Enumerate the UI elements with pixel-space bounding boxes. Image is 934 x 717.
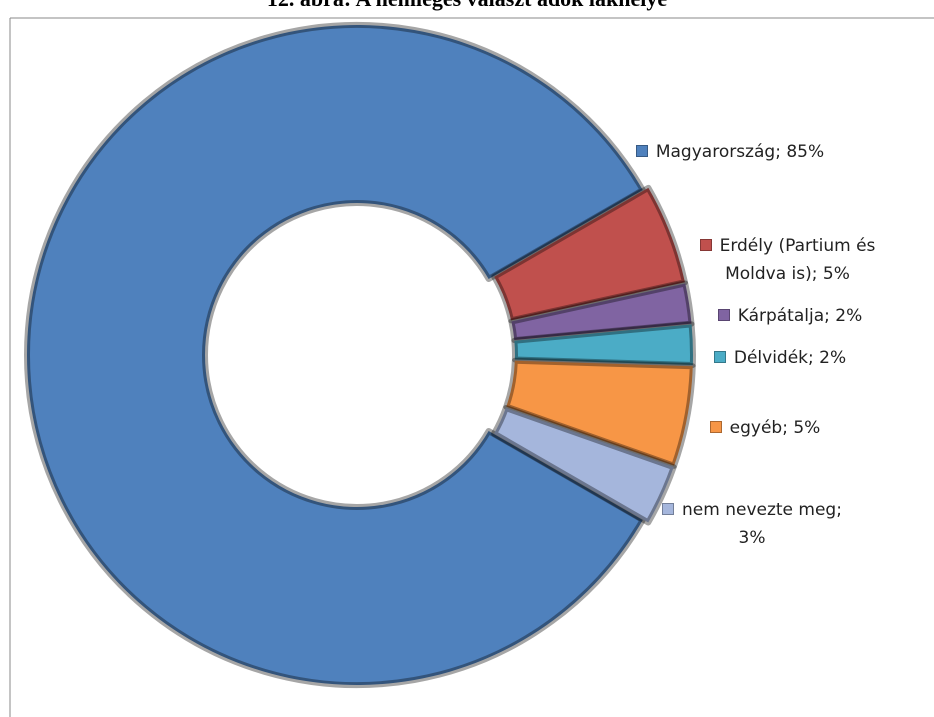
legend-marker <box>713 351 726 363</box>
label-value: 2% <box>835 306 863 326</box>
label-name: Erdély (Partium és Moldva is) <box>719 236 876 284</box>
label-name: Magyarország <box>655 142 776 162</box>
donut-slice <box>24 22 646 688</box>
legend-marker <box>635 145 648 157</box>
data-label: nem nevezte meg; 3% <box>662 496 842 552</box>
donut-slice <box>503 357 696 469</box>
legend-marker <box>709 421 722 433</box>
donut-slice <box>491 184 688 324</box>
label-value: 2% <box>819 348 847 368</box>
data-label: Kárpátalja; 2% <box>695 302 885 330</box>
label-name: Kárpátalja <box>737 306 825 326</box>
data-label: Magyarország; 85% <box>625 138 835 166</box>
donut-slice <box>511 321 696 368</box>
donut-slice <box>491 405 677 526</box>
label-value: 5% <box>793 418 821 438</box>
chart-title: 12. ábra: A nemleges választ adók lakhel… <box>0 0 934 12</box>
label-name: nem nevezte meg <box>682 500 837 520</box>
data-label: Erdély (Partium és Moldva is); 5% <box>680 232 895 288</box>
label-value: 5% <box>822 264 850 284</box>
legend-marker <box>662 503 675 515</box>
data-label: Délvidék; 2% <box>700 344 860 372</box>
label-name: egyéb <box>729 418 783 438</box>
label-value: 3% <box>738 528 766 548</box>
legend-marker <box>717 309 730 321</box>
data-label: egyéb; 5% <box>690 414 840 442</box>
donut-slice <box>508 280 695 344</box>
legend-marker <box>699 239 712 251</box>
label-value: 85% <box>786 142 825 162</box>
label-name: Délvidék <box>733 348 809 368</box>
